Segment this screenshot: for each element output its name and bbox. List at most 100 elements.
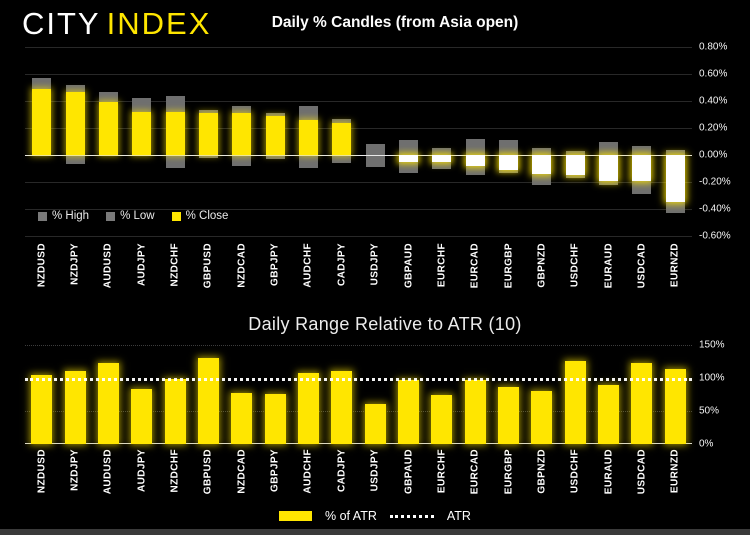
pair-label: NZDUSD <box>36 243 48 288</box>
y-tick-label: 0.00% <box>699 149 728 161</box>
zero-baseline <box>25 443 692 444</box>
pair-label: AUDJPY <box>136 243 148 286</box>
city-index-logo: CITY INDEX <box>22 6 211 42</box>
pair-label: EURAUD <box>603 243 615 289</box>
atr-percent-bar <box>464 379 486 444</box>
atr-percent-bar <box>431 395 453 444</box>
high-swatch-icon <box>38 211 47 221</box>
pair-label: GBPNZD <box>536 243 548 288</box>
pair-label: USDCAD <box>636 449 648 495</box>
candle-close-bar <box>165 111 185 155</box>
atr-percent-bar <box>97 363 119 444</box>
atr-chart-title: Daily Range Relative to ATR (10) <box>248 314 522 334</box>
pair-label: USDJPY <box>369 243 381 286</box>
pair-label: GBPUSD <box>202 449 214 495</box>
candle-close-bar <box>599 155 619 181</box>
y-tick-label: 100% <box>699 372 725 384</box>
dotted-grid-line <box>25 345 692 346</box>
grid-line <box>25 74 692 75</box>
pair-label: GBPJPY <box>269 243 281 286</box>
candle-close-bar <box>432 155 452 162</box>
legend-item-low: % Low <box>106 210 155 222</box>
candle-close-bar <box>665 155 685 203</box>
footer-strip <box>0 529 750 535</box>
candle-close-bar <box>532 155 552 174</box>
candle-close-bar <box>265 115 285 155</box>
grid-line <box>25 47 692 48</box>
legend-item-high: % High <box>38 210 89 222</box>
legend-item-close: % Close <box>171 210 229 222</box>
legend-pct-atr-label: % of ATR <box>325 509 377 523</box>
pair-label: USDCHF <box>569 449 581 494</box>
atr-percent-bar <box>197 358 219 444</box>
y-tick-label: 150% <box>699 339 725 351</box>
atr-percent-bar <box>364 404 386 444</box>
atr-percent-bar <box>564 360 586 444</box>
y-tick-label: 0% <box>699 438 714 450</box>
atr-y-axis: 150% 100% 50% 0% <box>699 340 749 450</box>
y-tick-label: -0.20% <box>699 176 731 188</box>
candle-close-bar <box>499 155 519 170</box>
y-tick-label: -0.60% <box>699 230 731 242</box>
atr-percent-bar <box>531 390 553 444</box>
atr-bar-swatch-icon <box>279 511 313 521</box>
pair-label: AUDJPY <box>136 449 148 492</box>
atr-percent-bar <box>31 374 53 444</box>
candles-x-axis-labels: NZDUSD NZDJPY AUDUSD AUDJPY NZDCHF GBPUSD NZDC… <box>25 243 692 305</box>
legend-low-label: % Low <box>120 210 155 222</box>
pair-label: GBPUSD <box>202 243 214 289</box>
low-swatch-icon <box>106 211 116 221</box>
pair-label: EURCAD <box>469 243 481 289</box>
atr-percent-bar <box>164 378 186 444</box>
atr-percent-bar <box>664 368 686 444</box>
atr-percent-bar <box>297 372 319 444</box>
candle-close-bar <box>65 91 85 155</box>
candles-legend: % High % Low % Close <box>38 210 228 222</box>
pair-label: EURCAD <box>469 449 481 495</box>
atr-plot-area <box>25 345 692 444</box>
atr-percent-bar <box>398 379 420 444</box>
pair-label: NZDCAD <box>236 243 248 288</box>
pair-label: NZDJPY <box>69 243 81 285</box>
atr-percent-bar <box>264 393 286 444</box>
pair-label: EURAUD <box>603 449 615 495</box>
legend-close-label: % Close <box>185 210 229 222</box>
dotted-grid-line <box>25 410 692 412</box>
candle-close-bar <box>565 155 585 176</box>
candle-close-bar <box>32 88 52 155</box>
y-tick-label: -0.40% <box>699 203 731 215</box>
y-tick-label: 50% <box>699 405 720 417</box>
logo-index-text: INDEX <box>106 6 212 41</box>
pair-label: EURCHF <box>436 243 448 288</box>
pair-label: CADJPY <box>336 243 348 286</box>
y-tick-label: 0.20% <box>699 122 728 134</box>
legend-high-label: % High <box>52 210 90 222</box>
pair-label: GBPAUD <box>403 243 415 288</box>
candle-close-bar <box>399 155 419 162</box>
atr-percent-bar <box>331 371 353 444</box>
atr-reference-line <box>25 377 692 381</box>
pair-label: AUDUSD <box>102 449 114 495</box>
candle-close-bar <box>198 113 218 155</box>
atr-percent-bar <box>64 371 86 444</box>
candle-close-bar <box>298 119 318 155</box>
pair-label: USDCAD <box>636 243 648 289</box>
pair-label: NZDCHF <box>169 243 181 287</box>
atr-percent-bar <box>631 363 653 444</box>
grid-line <box>25 101 692 102</box>
pair-label: NZDCAD <box>236 449 248 494</box>
candles-y-axis: 0.80% 0.60% 0.40% 0.20% 0.00% -0.20% -0.40% -0.… <box>699 42 749 242</box>
atr-x-axis-labels: NZDUSD NZDJPY AUDUSD AUDJPY NZDCHF GBPUSD NZDC… <box>25 449 692 511</box>
atr-percent-bar <box>598 384 620 444</box>
atr-percent-bar <box>131 388 153 444</box>
atr-legend: % of ATR ATR <box>0 509 750 523</box>
logo-city-text: CITY <box>22 6 101 41</box>
candle-close-bar <box>632 155 652 181</box>
legend-atr-label: ATR <box>446 509 471 523</box>
atr-percent-bar <box>231 393 253 444</box>
candle-close-bar <box>465 155 485 166</box>
pair-label: AUDCHF <box>302 449 314 494</box>
atr-dotted-line-icon <box>389 514 434 518</box>
close-swatch-icon <box>171 211 181 221</box>
candle-close-bar <box>98 102 118 155</box>
